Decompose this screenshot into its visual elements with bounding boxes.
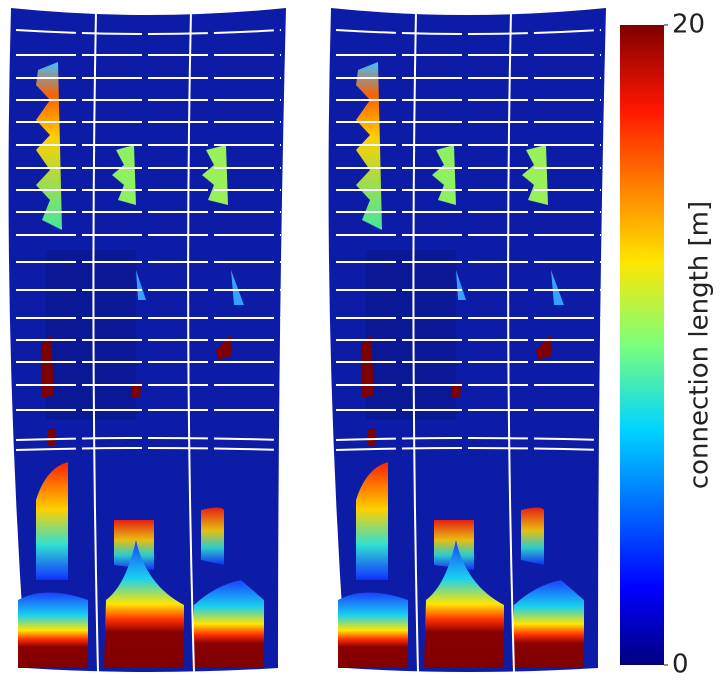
colorbar-tick-label: 0 [672, 650, 689, 680]
chart: connection length [m] 0 20 [0, 0, 723, 680]
colorbar-label: connection length [m] [685, 201, 715, 489]
surface-view-right [329, 8, 606, 672]
colorbar-tick-label: 20 [672, 10, 705, 40]
colorbar [620, 25, 664, 665]
surface-view-left [9, 8, 286, 672]
